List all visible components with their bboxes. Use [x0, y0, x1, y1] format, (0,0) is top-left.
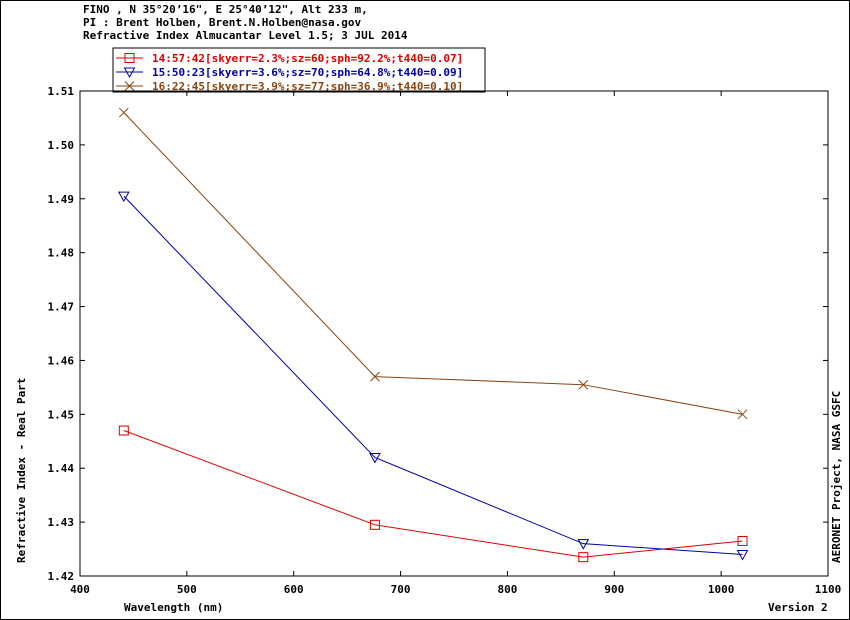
x-tick-label: 700	[391, 583, 411, 596]
x-tick-label: 600	[284, 583, 304, 596]
x-tick-label: 900	[604, 583, 624, 596]
version-label: Version 2	[768, 601, 828, 614]
legend-label: 15:50:23[skyerr=3.6%;sz=70;sph=64.8%;t44…	[152, 66, 463, 79]
data-point-x	[737, 409, 748, 420]
series-2	[117, 191, 749, 561]
chart-title: Refractive Index Almucantar Level 1.5; 3…	[83, 29, 408, 42]
data-point-triangle	[117, 191, 130, 203]
data-point-square	[118, 425, 129, 436]
right-side-credit: AERONET Project, NASA GSFC	[830, 391, 843, 563]
legend-item: 16:22:45[skyerr=3.9%;sz=77;sph=36.9%;t44…	[116, 80, 463, 93]
legend-label: 14:57:42[skyerr=2.3%;sz=60;sph=92.2%;t44…	[152, 52, 463, 65]
legend-item: 14:57:42[skyerr=2.3%;sz=60;sph=92.2%;t44…	[116, 52, 463, 65]
series-line	[123, 430, 743, 558]
legend-item: 15:50:23[skyerr=3.6%;sz=70;sph=64.8%;t44…	[116, 66, 463, 79]
legend-box	[112, 47, 486, 93]
x-tick-label: 400	[70, 583, 90, 596]
series-group	[117, 107, 749, 563]
plot-area	[79, 90, 829, 577]
legend: 14:57:42[skyerr=2.3%;sz=60;sph=92.2%;t44…	[112, 47, 486, 93]
y-tick-label: 1.46	[48, 354, 75, 367]
data-point-square	[737, 535, 748, 546]
data-point-square	[369, 519, 380, 530]
x-tick-label: 500	[177, 583, 197, 596]
series-line	[123, 112, 743, 415]
data-point-x	[124, 81, 135, 91]
y-axis-label: Refractive Index - Real Part	[15, 378, 28, 563]
x-axis-label: Wavelength (nm)	[124, 601, 223, 614]
y-tick-label: 1.47	[48, 301, 75, 314]
legend-label: 16:22:45[skyerr=3.9%;sz=77;sph=36.9%;t44…	[152, 80, 463, 93]
series-line	[123, 195, 743, 555]
data-point-triangle	[736, 549, 749, 561]
x-tick-label: 800	[497, 583, 517, 596]
x-tick-label: 1000	[708, 583, 735, 596]
data-point-triangle	[123, 67, 136, 79]
data-point-x	[370, 371, 380, 382]
data-point-x	[578, 379, 589, 390]
y-tick-label: 1.45	[48, 408, 75, 421]
series-1	[118, 425, 748, 563]
y-tick-label: 1.50	[48, 139, 75, 152]
data-point-triangle	[577, 539, 590, 550]
axes: 400 500 600 700 800 900 1000 1100 1.42 1.43 1.44 1.…	[48, 85, 842, 596]
y-tick-label: 1.43	[48, 516, 75, 529]
y-tick-label: 1.42	[48, 570, 75, 583]
data-point-triangle	[369, 452, 381, 464]
y-tick-label: 1.44	[48, 462, 75, 475]
data-point-square	[124, 53, 135, 63]
y-tick-label: 1.49	[48, 193, 75, 206]
data-point-x	[118, 107, 129, 118]
pi-header: PI : Brent Holben, Brent.N.Holben@nasa.g…	[83, 16, 362, 29]
site-header: FINO , N 35°20’16", E 25°40’12", Alt 233…	[83, 3, 368, 16]
data-point-square	[578, 552, 589, 563]
series-3	[118, 107, 748, 420]
y-tick-label: 1.51	[48, 85, 75, 98]
y-tick-label: 1.48	[48, 247, 75, 260]
x-tick-label: 1100	[815, 583, 842, 596]
